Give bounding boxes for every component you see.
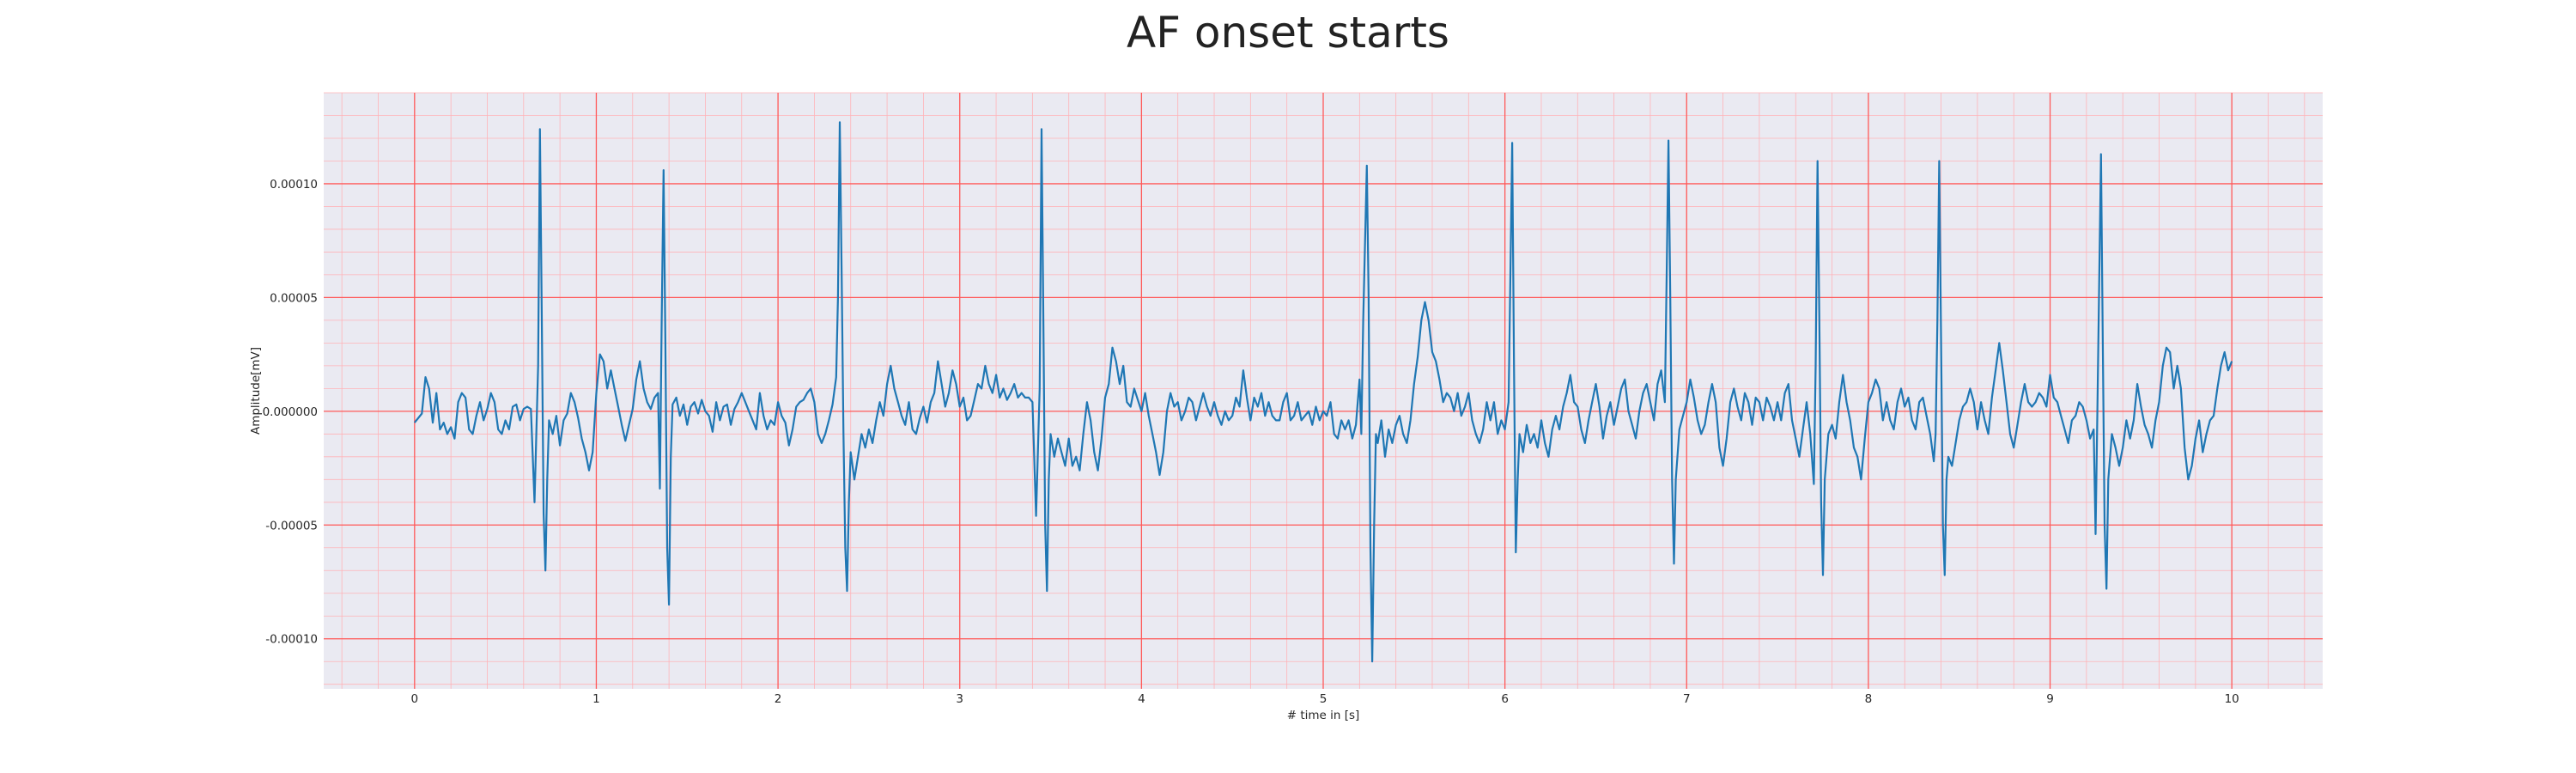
x-tick-label: 2 [775,692,782,706]
x-tick-label: 7 [1683,692,1691,706]
x-tick-label: 1 [592,692,600,706]
x-tick-label: 6 [1501,692,1509,706]
x-tick-label: 5 [1320,692,1327,706]
chart-title: AF onset starts [1127,8,1449,58]
x-tick-label: 8 [1865,692,1873,706]
x-tick-label: 3 [956,692,963,706]
x-axis-ticks: 0 1 2 3 4 5 6 7 8 9 10 [411,692,2239,706]
y-tick-label: 0.000000 [263,405,318,419]
y-axis-ticks: 0.00010 0.00005 0.000000 -0.00005 -0.00010 [263,178,318,647]
y-tick-label: 0.00005 [270,291,318,305]
y-axis-label: Amplitude[mV] [249,347,263,435]
x-axis-label: # time in [s] [1287,709,1360,722]
y-tick-label: 0.00010 [270,178,318,192]
ecg-series-line [413,121,2233,663]
x-tick-label: 4 [1138,692,1145,706]
major-grid [324,93,2323,689]
y-tick-label: -0.00010 [265,633,318,647]
y-tick-label: -0.00005 [265,519,318,533]
x-tick-label: 0 [411,692,419,706]
x-tick-label: 9 [2046,692,2054,706]
x-tick-label: 10 [2225,692,2239,706]
